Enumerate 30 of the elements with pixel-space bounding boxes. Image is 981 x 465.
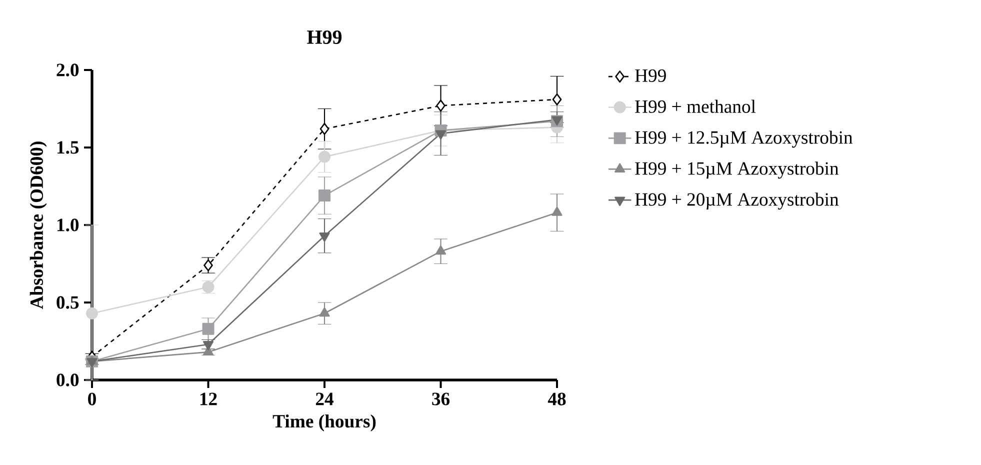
chart-title: H99 [307,30,342,44]
legend-label: H99 + methanol [635,100,756,113]
y-tick-label: 1.5 [57,141,79,154]
x-tick-label: 24 [316,392,334,406]
y-tick-label: 0.5 [56,296,79,309]
point [204,259,213,272]
y-tick-label: 1.0 [57,218,79,232]
x-tick-label: 48 [548,392,566,406]
point [86,307,98,320]
point [435,130,446,140]
point [552,93,562,106]
x-tick-label: 0 [88,392,96,406]
x-axis-title: Time (hours) [272,414,376,432]
x-tick-label: 12 [200,392,217,406]
point [552,206,562,216]
point [320,122,330,135]
legend-label: H99 [635,69,666,82]
point [319,307,330,317]
point [436,100,446,112]
legend-label: H99 + 20µM Azoxystrobin [635,192,839,210]
y-axis-title: Absorbance (OD600) [30,142,47,310]
y-tick-label: 2.0 [56,64,79,76]
point [202,322,214,335]
point [435,245,446,255]
legend-label: H99 + 15µM Azoxystrobin [635,162,839,179]
point [318,190,331,202]
legend-label: H99 + 12.5µM Azoxystrobin [635,130,853,148]
point [318,150,331,163]
x-tick-label: 36 [432,392,450,406]
y-tick-label: 0.0 [56,374,79,386]
